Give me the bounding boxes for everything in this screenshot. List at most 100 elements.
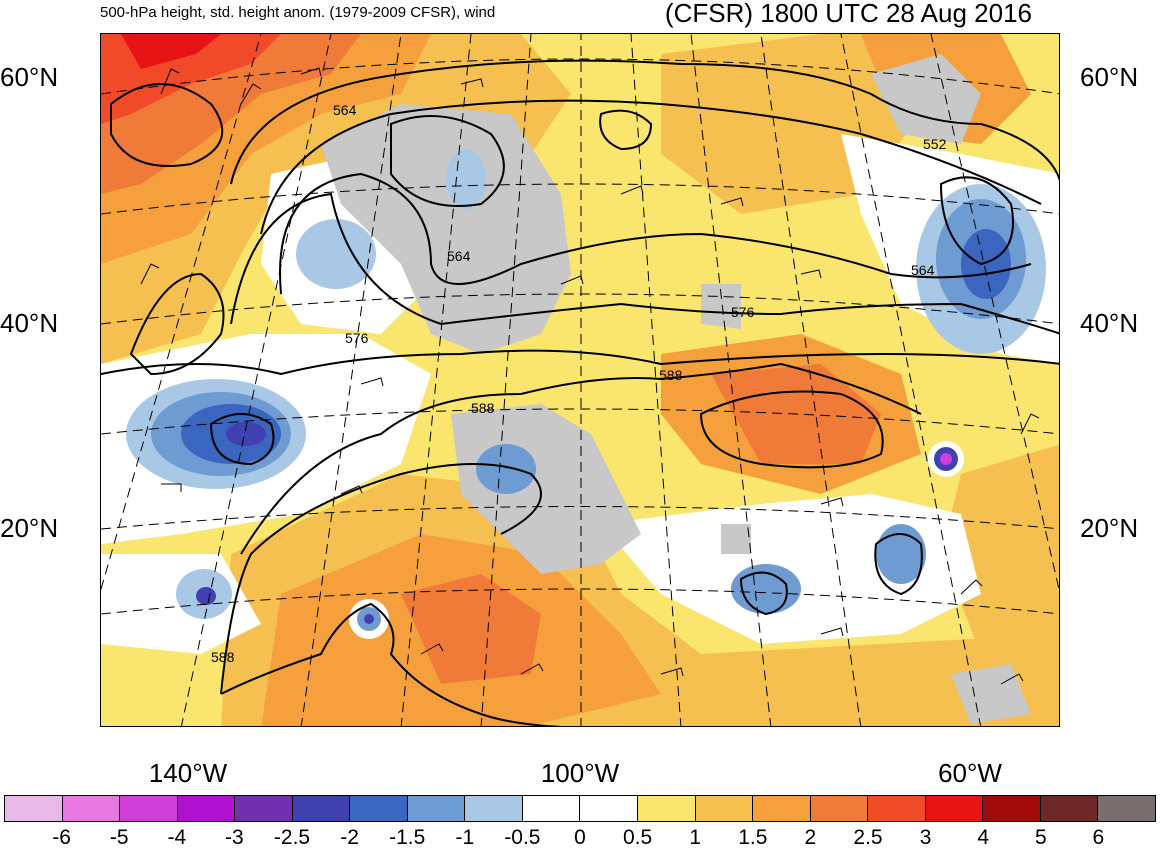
wind-barb [140,263,160,285]
contour-588-north [101,349,1059,376]
colorbar-box [465,796,523,821]
colorbar-box [580,796,639,821]
contour-label: 564 [447,248,471,264]
graticule [101,34,1059,726]
graticule-lat-20 [101,506,1059,530]
colorbar-tick-label: -0.5 [504,826,541,849]
graticule-lon-50 [930,34,1059,592]
wind-barb [660,667,684,677]
colorbar-tick-label: -3 [225,826,244,849]
graticule-lon-130 [300,34,402,726]
colorbar-tick-label: 5 [1034,826,1047,849]
hot-anomaly-nw [121,34,221,69]
colorbar-tick-label: -4 [167,826,187,849]
cold-anomaly-bc-coast [296,219,376,289]
colorbar-box [522,796,581,821]
colorbar-box [350,796,408,821]
graticule-lon-140 [180,34,332,726]
cold-anomaly-arctic [446,149,486,209]
map-subtitle: 500-hPa height, std. height anom. (1979-… [100,4,496,21]
wind-barb [820,627,844,637]
colorbar-tick-label: -6 [52,826,71,849]
colorbar-box [1040,796,1099,821]
colorbar-box [177,796,236,821]
colorbar-tick-label: -2.5 [273,826,311,849]
colorbar-tick-label: -1 [455,826,475,849]
contour-576 [230,192,1059,335]
cold-anomaly-tropical-1-core [196,587,216,605]
cold-anomaly-hurricane-core [940,453,952,465]
contour-closed-pacific [209,413,275,466]
wind-barb [240,83,262,105]
graticule-lon-60 [840,34,982,726]
wind-barb [960,579,983,595]
colorbar [4,795,1156,822]
lat-label-60n-right: 60°N [1080,62,1139,92]
graticule-lat-10 [101,588,1059,615]
colorbar-box [638,796,696,821]
contour-564 [279,172,1032,295]
colorbar-box [235,796,293,821]
height-contours [101,59,1059,726]
warm-anomaly-atlantic [941,444,1059,654]
colorbar-box [695,796,754,821]
colorbar-tick-label: 2 [804,826,817,849]
colorbar-tick-label: 0 [574,826,586,849]
colorbar-box [62,796,121,821]
colorbar-box [925,796,984,821]
anomaly-map [101,34,1059,726]
wind-barb [360,377,384,387]
contour-closed-atlantic [939,176,1014,266]
wind-barb [460,78,484,88]
lon-label-100w: 100°W [540,758,620,788]
wind-barb [161,483,182,492]
cold-anomaly-tropical-2-center [364,614,374,624]
lon-label-60w: 60°W [938,758,1002,788]
contour-closed-atlantic-south [874,533,923,596]
contour-label: 552 [923,136,947,152]
warm-anomaly-south-strong [401,574,541,684]
wind-barb [800,269,822,279]
contour-576-west [129,272,225,376]
map-panel: 564 564 564 552 576 576 588 588 588 [100,33,1060,727]
contour-label: 588 [659,367,683,383]
contour-588-south [220,463,542,695]
contour-564-north [260,99,1042,235]
wind-barb [820,497,844,507]
colorbar-tick-label: 1 [689,826,702,849]
lon-label-140w: 140°W [148,758,228,788]
graticule-lon-90 [630,34,682,726]
cold-anomaly-southwest [476,444,536,494]
wind-barb [160,68,180,95]
wind-barb [300,67,322,77]
wind-barb [620,185,644,195]
colorbar-tick-label: -5 [109,826,129,849]
wind-barb [340,485,363,495]
graticule-lon-80 [690,34,772,726]
colorbar-tick-label: 4 [977,826,990,849]
masked-land-canada-west [321,104,571,354]
graticule-lat-60 [101,58,1059,95]
contour-588-tropics [220,602,562,726]
contour-label: 576 [731,304,755,320]
wind-barb [420,643,444,655]
colorbar-box [753,796,811,821]
colorbar-tick-label: 2.5 [853,826,883,849]
cold-anomaly-atlantic-core [961,229,1011,299]
colorbar-box [1098,796,1155,821]
colorbar-box [120,796,178,821]
wind-barb [520,663,544,675]
colorbar-tick-label: 1.5 [738,826,768,849]
graticule-lat-30 [101,408,1059,435]
contour-label: 588 [471,400,495,416]
lat-label-40n-left: 40°N [0,308,59,338]
lat-label-20n-right: 20°N [1080,513,1139,543]
colorbar-box [983,796,1041,821]
contour-label: 564 [911,262,935,278]
contour-label: 588 [211,649,235,665]
lat-label-60n-left: 60°N [0,62,59,92]
colorbar-box [292,796,351,821]
masked-land-caribbean-islands [721,524,751,554]
graticule-lon-110 [480,34,532,726]
contour-closed-nw [110,83,224,167]
